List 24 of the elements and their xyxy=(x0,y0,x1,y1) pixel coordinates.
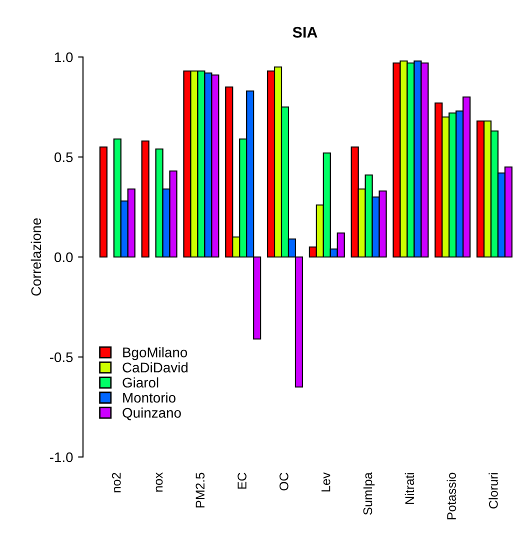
x-tick-label: no2 xyxy=(112,472,121,492)
y-tick-label: 1.0 xyxy=(55,52,73,62)
y-tick-label: 0.5 xyxy=(54,152,73,162)
y-tick-label: -1.0 xyxy=(50,452,73,462)
legend-label: CaDiDavid xyxy=(122,362,188,372)
legend-label: Quinzano xyxy=(122,408,181,420)
legend-label: Montorio xyxy=(123,392,176,403)
x-tick-label: SumIpa xyxy=(363,472,375,515)
x-tick-label: nox xyxy=(156,472,163,492)
y-tick-label: 0.0 xyxy=(54,252,73,262)
x-tick-label: EC xyxy=(238,472,246,489)
x-tick-label: Nitrati xyxy=(404,473,414,504)
y-tick-label: -0.5 xyxy=(50,352,73,362)
y-axis-title: Correlazione xyxy=(30,218,42,296)
x-tick-label: PM2.5 xyxy=(196,472,205,508)
legend-label: BgoMilano xyxy=(123,347,188,360)
bar xyxy=(99,146,108,258)
chart-title: SIA xyxy=(292,26,318,38)
legend-label: Giarol xyxy=(122,377,158,388)
x-tick-label: Cloruri xyxy=(488,473,498,508)
x-tick-label: Potassio xyxy=(446,472,456,520)
x-tick-label: OC xyxy=(280,472,288,490)
bar xyxy=(141,140,150,258)
x-tick-label: Lev xyxy=(322,472,330,492)
